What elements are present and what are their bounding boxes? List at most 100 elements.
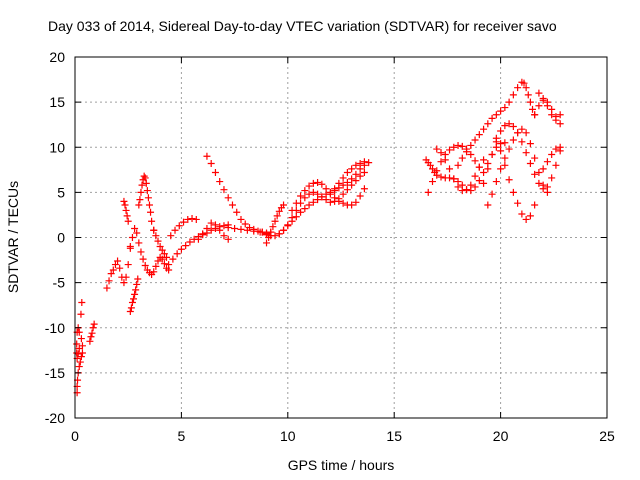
data-point [360, 169, 368, 177]
data-point [339, 199, 347, 207]
data-point [220, 232, 228, 240]
data-point [467, 141, 475, 149]
data-series [203, 152, 275, 237]
data-point [140, 172, 148, 180]
data-point [122, 206, 130, 214]
data-point [348, 201, 356, 209]
data-point [132, 286, 140, 294]
data-point [484, 120, 492, 128]
data-point [89, 324, 97, 332]
data-series [150, 226, 171, 261]
data-point [152, 262, 160, 270]
x-tick-label: 20 [493, 428, 509, 444]
data-point [133, 229, 141, 237]
data-point [258, 228, 266, 236]
data-point [160, 260, 168, 268]
data-point [352, 170, 360, 178]
y-tick-labels: -20 -15 -10 -5 0 5 10 15 20 [45, 49, 65, 426]
y-tick-label: 20 [49, 49, 65, 65]
data-point [284, 221, 292, 229]
data-point [488, 150, 496, 158]
data-point [450, 143, 458, 151]
data-point [143, 187, 151, 195]
data-points [73, 78, 564, 397]
data-point [145, 201, 153, 209]
data-point [134, 275, 142, 283]
data-point [356, 172, 364, 180]
x-tick-label: 25 [599, 428, 615, 444]
data-point [497, 165, 505, 173]
data-point [314, 190, 322, 198]
data-point [203, 152, 211, 160]
data-point [127, 304, 135, 312]
data-point [458, 187, 466, 195]
data-point [301, 205, 309, 213]
data-point [124, 261, 132, 269]
data-point [539, 95, 547, 103]
data-point [137, 248, 145, 256]
data-point [480, 169, 488, 177]
data-point [471, 172, 479, 180]
data-point [224, 224, 232, 232]
x-tick-label: 0 [71, 428, 79, 444]
data-series [454, 78, 539, 169]
data-series [531, 96, 564, 128]
data-point [305, 182, 313, 190]
data-point [475, 177, 483, 185]
data-point [539, 181, 547, 189]
data-point [522, 215, 530, 223]
data-series [288, 178, 368, 214]
data-point [556, 120, 564, 128]
data-point [471, 157, 479, 165]
data-point [365, 159, 373, 167]
data-point [305, 190, 313, 198]
data-point [497, 107, 505, 115]
data-point [352, 198, 360, 206]
data-point [454, 161, 462, 169]
data-point [182, 242, 190, 250]
data-point [318, 193, 326, 201]
data-point [136, 196, 144, 204]
data-point [120, 197, 128, 205]
y-tick-label: -15 [45, 365, 65, 381]
y-tick-label: 0 [57, 230, 65, 246]
data-point [150, 226, 158, 234]
data-point [138, 181, 146, 189]
data-point [194, 235, 202, 243]
data-point [165, 261, 173, 269]
data-point [203, 224, 211, 232]
data-point [114, 257, 122, 265]
data-point [224, 235, 232, 243]
grid [75, 57, 607, 418]
data-point [318, 180, 326, 188]
data-point [297, 192, 305, 200]
x-tick-label: 15 [386, 428, 402, 444]
data-point [535, 89, 543, 97]
data-point [518, 138, 526, 146]
data-point [144, 194, 152, 202]
data-point [186, 238, 194, 246]
data-point [501, 161, 509, 169]
data-point [148, 217, 156, 225]
data-point [309, 198, 317, 206]
data-point [322, 185, 330, 193]
data-series [86, 320, 98, 345]
data-point [484, 201, 492, 209]
data-point [77, 310, 85, 318]
data-point [167, 232, 175, 240]
data-point [275, 207, 283, 215]
data-point [126, 308, 134, 316]
data-point [522, 129, 530, 137]
data-point [480, 179, 488, 187]
data-point [314, 178, 322, 186]
data-point [552, 161, 560, 169]
data-point [429, 178, 437, 186]
data-point [480, 156, 488, 164]
data-point [480, 125, 488, 133]
data-point [467, 181, 475, 189]
y-tick-label: -5 [53, 275, 66, 291]
data-point [163, 253, 171, 261]
data-point [269, 223, 277, 231]
data-point [131, 224, 139, 232]
data-point [501, 104, 509, 112]
